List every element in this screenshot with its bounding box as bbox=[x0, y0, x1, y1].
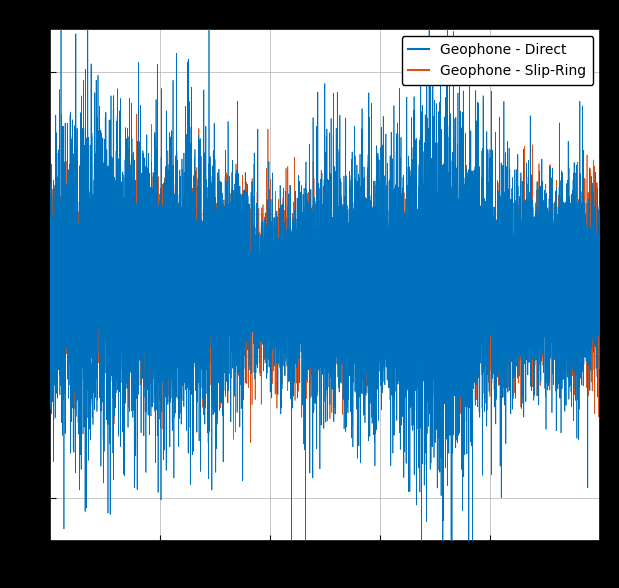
Geophone - Direct bbox=[48, 329, 56, 336]
Geophone - Direct bbox=[69, 255, 76, 262]
Legend: Geophone - Direct, Geophone - Slip-Ring: Geophone - Direct, Geophone - Slip-Ring bbox=[402, 36, 594, 85]
Geophone - Slip-Ring bbox=[48, 359, 56, 366]
Geophone - Slip-Ring bbox=[315, 329, 322, 336]
Geophone - Direct bbox=[597, 252, 604, 259]
Geophone - Direct bbox=[79, 319, 86, 326]
Geophone - Slip-Ring bbox=[79, 198, 86, 205]
Line: Geophone - Slip-Ring: Geophone - Slip-Ring bbox=[50, 114, 600, 443]
Geophone - Direct bbox=[568, 192, 575, 199]
Geophone - Direct bbox=[315, 242, 322, 249]
Geophone - Slip-Ring bbox=[597, 340, 604, 348]
Line: Geophone - Direct: Geophone - Direct bbox=[50, 0, 600, 588]
Geophone - Slip-Ring bbox=[46, 209, 53, 216]
Geophone - Direct bbox=[154, 262, 162, 269]
Geophone - Slip-Ring bbox=[568, 230, 575, 238]
Geophone - Slip-Ring bbox=[133, 111, 141, 118]
Geophone - Slip-Ring bbox=[154, 239, 162, 246]
Geophone - Slip-Ring bbox=[246, 439, 254, 446]
Geophone - Direct bbox=[46, 250, 53, 257]
Geophone - Slip-Ring bbox=[69, 288, 76, 295]
